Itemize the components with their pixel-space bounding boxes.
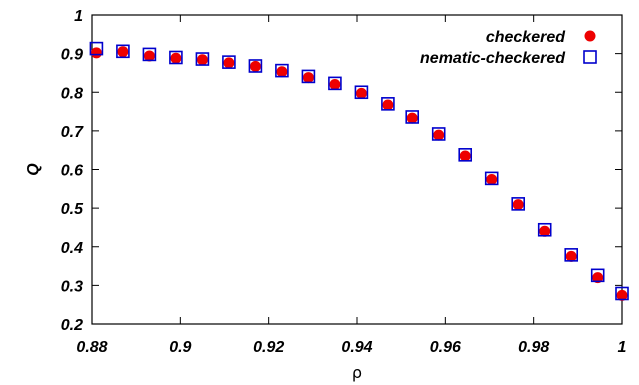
data-point	[248, 59, 263, 73]
legend-marker	[583, 50, 597, 64]
x-axis: 0.88 0.9 0.92 0.94 0.96 0.98 1	[76, 15, 627, 356]
data-point	[223, 57, 235, 69]
data-point	[143, 50, 155, 62]
legend: checkered nematic-checkered	[420, 29, 597, 67]
data-point	[195, 52, 210, 66]
data-point	[459, 150, 471, 162]
y-tick-label: 0.4	[61, 240, 83, 257]
data-point	[117, 46, 129, 58]
x-tick-label: 0.94	[341, 339, 372, 356]
x-tick-label: 0.92	[253, 339, 284, 356]
x-tick-label: 0.88	[76, 339, 107, 356]
data-point	[615, 286, 629, 301]
data-point	[275, 63, 289, 78]
data-point	[116, 44, 130, 59]
y-axis: 0.2 0.3 0.4 0.5 0.6 0.7 0.8 0.9 1	[61, 8, 622, 334]
data-point	[512, 199, 524, 211]
data-point	[169, 50, 183, 65]
data-point	[249, 60, 261, 72]
x-axis-label: ρ	[352, 363, 362, 382]
series-checkered	[90, 46, 628, 301]
legend-label: nematic-checkered	[420, 50, 566, 67]
data-point	[142, 47, 157, 62]
legend-marker	[584, 30, 596, 42]
data-point	[405, 110, 420, 124]
data-point	[329, 79, 341, 91]
data-point	[537, 222, 552, 237]
data-point	[381, 97, 395, 111]
y-tick-label: 0.6	[61, 163, 83, 180]
y-tick-label: 0.7	[61, 124, 84, 141]
y-tick-label: 0.3	[61, 278, 83, 295]
x-tick-label: 1	[618, 339, 627, 356]
data-point	[458, 148, 473, 162]
y-tick-label: 0.2	[61, 317, 83, 334]
y-axis-label: Q	[25, 163, 42, 176]
y-tick-label: 0.8	[61, 85, 83, 102]
data-point	[564, 248, 579, 262]
data-point	[222, 55, 236, 69]
series-nematic-checkered	[89, 41, 629, 301]
legend-label: checkered	[486, 29, 566, 46]
data-point	[301, 69, 316, 84]
data-point	[276, 66, 288, 78]
data-point	[486, 174, 498, 186]
data-point	[539, 225, 551, 237]
x-tick-label: 0.98	[518, 339, 549, 356]
data-point	[565, 250, 577, 262]
data-point	[616, 289, 628, 301]
data-point	[170, 52, 182, 64]
y-tick-label: 0.5	[61, 201, 84, 218]
data-point	[89, 41, 104, 56]
data-point	[511, 197, 526, 211]
data-point	[196, 54, 208, 66]
data-point	[406, 112, 418, 124]
x-tick-label: 0.9	[169, 339, 191, 356]
data-point	[592, 272, 604, 284]
data-point	[382, 99, 394, 111]
data-point	[355, 87, 367, 99]
data-point	[590, 268, 605, 283]
data-point	[328, 76, 342, 91]
x-tick-label: 0.96	[430, 339, 461, 356]
data-point	[433, 129, 445, 141]
data-point	[354, 85, 369, 100]
data-point	[302, 72, 314, 84]
y-tick-label: 1	[74, 8, 83, 25]
data-series	[89, 41, 629, 301]
data-point	[431, 127, 446, 141]
data-point	[484, 171, 499, 186]
data-point	[90, 47, 102, 59]
y-tick-label: 0.9	[61, 47, 83, 64]
